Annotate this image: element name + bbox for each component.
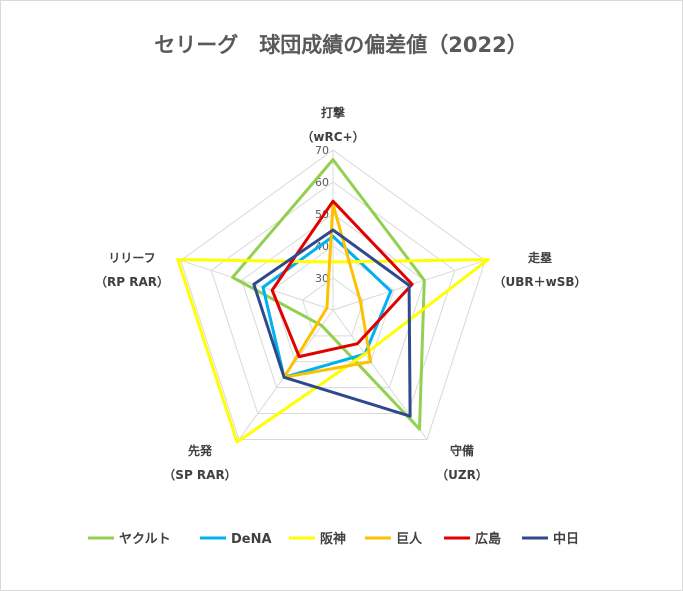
grid-ring [241, 213, 425, 389]
grid-spoke [332, 309, 428, 440]
axis-sublabel: （UZR） [436, 467, 488, 482]
legend-label: ヤクルト [119, 532, 171, 547]
legend: ヤクルト DeNA 阪神 巨人 広島 中日 [88, 531, 579, 547]
axis-label: 走塁 [528, 250, 552, 265]
legend-label: 広島 [475, 531, 501, 547]
axis-label: 先発 [188, 443, 213, 458]
legend-label: 巨人 [396, 531, 423, 547]
legend-label: 阪神 [320, 531, 346, 547]
series-line-5 [270, 199, 414, 359]
grid-ring [180, 149, 486, 440]
axis-labels: 打撃 （wRC+） 走塁 （UBR＋wSB） 守備 （UZR） 先発 （SP RAR） リリーフ… [95, 105, 587, 482]
axis-label: リリーフ [108, 251, 155, 265]
tick-label: 70 [315, 144, 329, 157]
tick-label: 60 [315, 176, 329, 189]
grid-ring [210, 181, 456, 415]
legend-label: 中日 [553, 531, 579, 547]
radar-grid [180, 149, 486, 440]
radar-series [176, 158, 490, 444]
series-line-2 [261, 234, 393, 379]
series-line-4 [282, 202, 373, 379]
grid-spoke [180, 260, 334, 311]
axis-sublabel: （SP RAR） [163, 467, 236, 482]
axis-label: 打撃 [321, 105, 345, 120]
series-line-6 [252, 228, 412, 418]
tick-label: 30 [315, 272, 329, 285]
axis-sublabel: （wRC+） [301, 129, 364, 144]
axis-sublabel: （RP RAR） [95, 274, 169, 289]
axis-label: 守備 [450, 443, 474, 458]
axis-sublabel: （UBR＋wSB） [493, 274, 586, 289]
series-line-3 [176, 258, 490, 444]
chart-title: セリーグ 球団成績の偏差値（2022） [154, 33, 527, 57]
legend-label: DeNA [231, 532, 272, 547]
